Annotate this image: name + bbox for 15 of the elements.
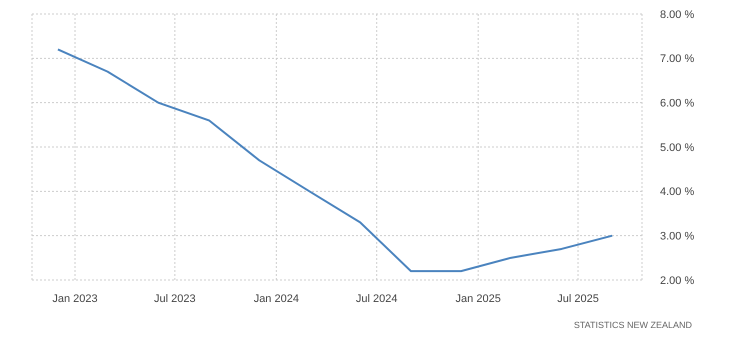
y-tick-label: 7.00 % [660, 53, 694, 66]
y-tick-label: 8.00 % [660, 8, 694, 21]
text: STATISTICS NEW ZEALAND [574, 320, 692, 330]
x-tick-label: Jan 2025 [456, 292, 501, 305]
x-tick-label: Jan 2024 [254, 292, 299, 305]
y-tick-label: 5.00 % [660, 142, 694, 154]
x-tick-label: Jul 2024 [356, 292, 398, 305]
y-tick-label: 2.00 % [660, 274, 694, 287]
x-tick-label: Jul 2025 [557, 292, 599, 305]
x-tick-label: Jan 2023 [52, 292, 98, 305]
x-tick-label: Jul 2023 [154, 292, 196, 305]
line-series [56, 48, 614, 272]
y-tick-label: 4.00 % [660, 186, 694, 198]
y-tick-label: 6.00 % [660, 98, 694, 110]
y-tick-label: 3.00 % [660, 230, 694, 243]
